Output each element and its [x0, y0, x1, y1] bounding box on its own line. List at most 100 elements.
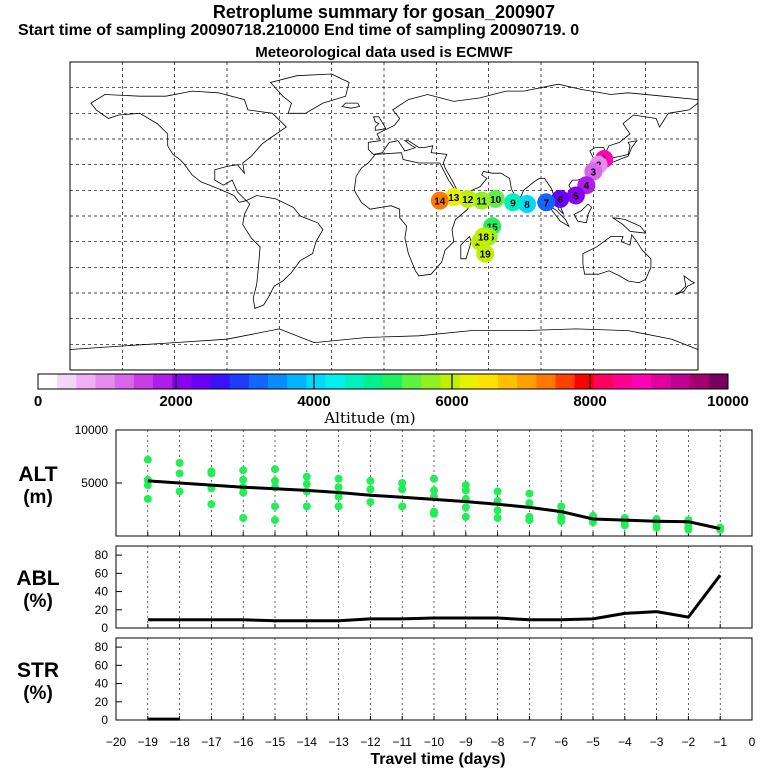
x-tick-label: −20	[106, 735, 127, 749]
plume-day-label: 3	[591, 168, 597, 179]
plume-day-label: 9	[510, 198, 516, 209]
altitude-scatter-point	[207, 469, 216, 478]
coastline-iceland	[341, 102, 361, 109]
altitude-scatter-point	[461, 503, 470, 512]
altitude-scatter-point	[239, 475, 248, 484]
plume-day-label: 11	[476, 197, 487, 208]
y-tick-label: 60	[95, 566, 109, 580]
x-tick-label: 0	[749, 735, 756, 749]
colorbar-swatch	[574, 374, 595, 389]
colorbar-swatch	[76, 374, 96, 389]
y-tick-label: 20	[95, 695, 109, 709]
x-tick-label: −2	[682, 735, 696, 749]
x-tick-label: −11	[392, 735, 412, 749]
coastline-new-guinea	[612, 217, 647, 234]
colorbar-tick-label: 2000	[159, 393, 192, 410]
x-tick-label: −6	[554, 735, 568, 749]
colorbar-swatch	[498, 374, 518, 389]
plume-day-label: 10	[490, 195, 502, 206]
x-tick-label: −1	[713, 735, 727, 749]
y-tick-label: 80	[95, 640, 109, 654]
y-axis-unit: (%)	[23, 591, 53, 612]
colorbar-swatch	[344, 374, 365, 389]
altitude-scatter-point	[493, 487, 502, 496]
altitude-scatter-point	[271, 465, 279, 474]
colorbar-swatch	[383, 374, 403, 389]
altitude-scatter-point	[175, 458, 184, 467]
altitude-scatter-point	[239, 513, 248, 522]
altitude-scatter-point	[143, 455, 152, 464]
y-axis-unit: (%)	[23, 683, 53, 704]
x-tick-label: −7	[523, 735, 537, 749]
colorbar-swatch	[210, 374, 231, 389]
y-tick-label: 5000	[81, 476, 108, 490]
plume-point-day-6	[551, 189, 570, 208]
y-tick-label: 10000	[75, 423, 109, 437]
altitude-scatter-point	[620, 521, 629, 530]
altitude-scatter-point	[334, 502, 343, 511]
plume-point-day-13	[444, 188, 463, 207]
colorbar-swatch	[363, 374, 384, 389]
colorbar-swatch	[248, 374, 269, 389]
colorbar-swatch	[287, 374, 307, 389]
colorbar-swatch	[306, 374, 326, 389]
met-data-line: Meteorological data used is ECMWF	[255, 44, 513, 61]
plume-day-label: 7	[543, 198, 549, 209]
colorbar-swatch	[133, 374, 154, 389]
colorbar-swatch	[613, 374, 633, 389]
colorbar-swatch	[191, 374, 211, 389]
altitude-scatter-point	[366, 476, 375, 485]
colorbar-swatch	[325, 374, 346, 389]
colorbar-swatch	[229, 374, 250, 389]
altitude-scatter-point	[525, 516, 534, 525]
x-tick-label: −5	[586, 735, 600, 749]
coastline-madagascar	[460, 235, 472, 260]
altitude-scatter-point	[366, 498, 375, 507]
coastline-north-america	[90, 90, 287, 203]
series-line-altitude	[147, 479, 721, 531]
colorbar-tick-label: 6000	[435, 393, 468, 410]
str-panel: 0 20 40 60 80 STR(%)	[17, 637, 753, 727]
colorbar-label: Altitude (m)	[323, 409, 415, 427]
altitude-scatter-point	[143, 481, 152, 490]
y-axis-title: ALT	[18, 463, 57, 486]
altitude-scatter-point	[175, 487, 184, 496]
y-tick-label: 40	[95, 677, 109, 691]
colorbar-swatch	[708, 374, 729, 389]
y-axis-title: STR	[17, 659, 59, 682]
plume-point-day-12	[458, 189, 477, 208]
plume-point-day-3	[584, 162, 603, 181]
y-tick-label: 0	[101, 621, 108, 635]
coastline-antarctica	[69, 328, 699, 350]
x-axis-title: Travel time (days)	[370, 751, 505, 768]
colorbar-swatch	[114, 374, 135, 389]
altitude-scatter-point	[557, 517, 566, 526]
x-tick-label: −8	[491, 735, 505, 749]
series-line-abl	[147, 574, 722, 623]
plume-day-label: 12	[462, 195, 474, 206]
plume-point-day-11	[472, 191, 491, 210]
plume-point-day-14	[430, 191, 449, 210]
altitude-scatter-point	[493, 513, 502, 522]
coastline-africa	[353, 152, 474, 277]
altitude-scatter-point	[334, 492, 343, 501]
altitude-scatter-point	[302, 502, 311, 511]
sampling-time-line: Start time of sampling 20090718.210000 E…	[18, 22, 580, 39]
colorbar-swatch	[402, 374, 422, 389]
plume-day-label: 19	[480, 250, 492, 261]
colorbar-swatch	[268, 374, 288, 389]
chart-title: Retroplume summary for gosan_200907	[212, 2, 556, 22]
y-tick-label: 60	[95, 658, 109, 672]
altitude-scatter-point	[207, 500, 216, 509]
plume-day-label: 6	[557, 195, 563, 206]
colorbar-swatch	[38, 374, 58, 389]
coastline-south-america	[242, 195, 324, 309]
colorbar-swatch	[536, 374, 556, 389]
altitude-scatter-point	[684, 525, 693, 534]
altitude-scatter-point	[430, 509, 438, 518]
altitude-scatter-point	[461, 512, 470, 521]
altitude-scatter-point	[271, 502, 279, 511]
world-map: 12345678910111213141516171819	[69, 61, 699, 371]
colorbar-swatch	[95, 374, 116, 389]
